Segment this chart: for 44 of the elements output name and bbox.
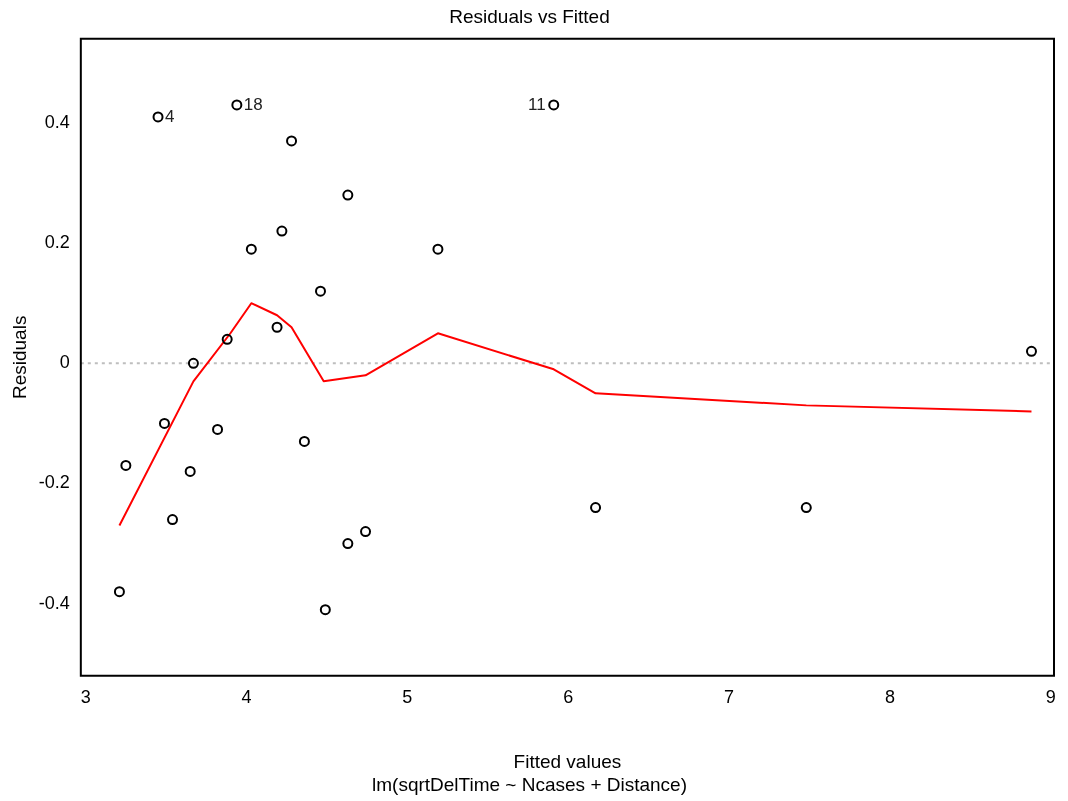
point bbox=[167, 514, 179, 526]
annotation: 4 bbox=[165, 106, 175, 126]
chart-title: Residuals vs Fitted bbox=[449, 5, 610, 27]
y-tick-label: 0.2 bbox=[44, 232, 70, 253]
x-tick-label: 9 bbox=[1045, 686, 1056, 707]
point bbox=[212, 423, 224, 435]
y-axis-title: Residuals bbox=[8, 315, 30, 400]
point bbox=[432, 243, 444, 255]
x-tick-label: 4 bbox=[241, 686, 252, 707]
point bbox=[276, 225, 288, 237]
x-axis-title: Fitted values bbox=[513, 751, 622, 773]
x-tick-label: 6 bbox=[563, 686, 574, 707]
point bbox=[286, 135, 298, 147]
point bbox=[314, 285, 326, 297]
point bbox=[245, 243, 257, 255]
point bbox=[1025, 345, 1037, 357]
x-tick-label: 7 bbox=[724, 686, 735, 707]
point bbox=[342, 538, 354, 550]
point bbox=[271, 321, 283, 333]
point bbox=[231, 99, 243, 111]
point bbox=[548, 99, 560, 111]
y-tick-label: 0.4 bbox=[44, 111, 70, 132]
annotation: 11 bbox=[528, 94, 546, 114]
point bbox=[360, 526, 372, 538]
point bbox=[590, 502, 602, 514]
point bbox=[113, 586, 125, 598]
point bbox=[158, 417, 170, 429]
text: lm(sqrtDelTime ~ Ncases + Distance) bbox=[372, 773, 687, 795]
point bbox=[152, 111, 164, 123]
annotation: 18 bbox=[243, 94, 263, 114]
point bbox=[184, 465, 196, 477]
point bbox=[319, 604, 331, 616]
point bbox=[221, 333, 233, 345]
point bbox=[187, 357, 199, 369]
point bbox=[298, 435, 310, 447]
x-tick-label: 3 bbox=[80, 686, 91, 707]
x-tick-label: 8 bbox=[884, 686, 895, 707]
y-tick-label: 0 bbox=[59, 352, 70, 373]
point bbox=[342, 189, 354, 201]
y-tick-label: -0.4 bbox=[38, 592, 70, 613]
point bbox=[120, 459, 132, 471]
x-tick-label: 5 bbox=[402, 686, 413, 707]
point bbox=[800, 502, 812, 514]
y-tick-label: -0.2 bbox=[38, 472, 70, 493]
